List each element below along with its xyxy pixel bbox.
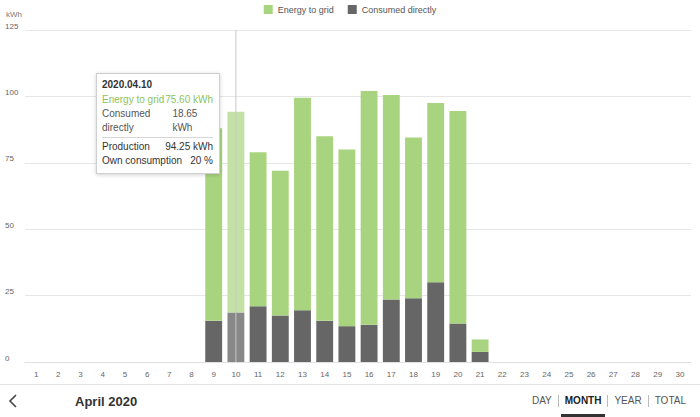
html-text:Energy to grid 75.60 kWh: Energy to grid 75.60 kWh <box>102 94 213 105</box>
svg-text:25: 25 <box>5 287 14 296</box>
html-text:April 2020: April 2020 <box>75 394 138 409</box>
html-text:DAY: DAY <box>532 395 552 406</box>
svg-text:19: 19 <box>431 370 440 379</box>
svg-text:kWh: kWh <box>6 10 22 19</box>
html-text:Production: Production <box>102 141 150 152</box>
svg-text:15: 15 <box>342 370 351 379</box>
svg-text:4: 4 <box>100 370 105 379</box>
svg-text:3: 3 <box>78 370 83 379</box>
html-text:Consumed directly: Consumed directly <box>102 108 151 133</box>
svg-text:8: 8 <box>189 370 194 379</box>
html-text:20 %: 20 % <box>190 155 213 166</box>
svg-text:27: 27 <box>609 370 618 379</box>
svg-text:125: 125 <box>5 22 19 31</box>
svg-text:2: 2 <box>56 370 61 379</box>
svg-text:17: 17 <box>387 370 396 379</box>
svg-text:100: 100 <box>5 88 19 97</box>
svg-text:Energy to grid: Energy to grid <box>278 5 334 15</box>
html-text:TOTAL: TOTAL <box>654 395 686 406</box>
svg-text:13: 13 <box>298 370 307 379</box>
html-text:94.25 kWh: 94.25 kWh <box>165 141 213 152</box>
html-text:YEAR: YEAR <box>614 395 642 406</box>
svg-text:30: 30 <box>675 370 684 379</box>
svg-text:9: 9 <box>211 370 216 379</box>
svg-text:28: 28 <box>631 370 640 379</box>
svg-text:18: 18 <box>409 370 418 379</box>
svg-text:26: 26 <box>587 370 596 379</box>
svg-text:50: 50 <box>5 221 14 230</box>
svg-text:22: 22 <box>498 370 507 379</box>
svg-text:25: 25 <box>564 370 573 379</box>
html-text:2020.04.10: 2020.04.10 <box>102 79 153 90</box>
html-text:MONTH: MONTH <box>564 395 602 406</box>
svg-text:20: 20 <box>453 370 462 379</box>
svg-text:Consumed directly: Consumed directly <box>362 5 437 15</box>
svg-text:75: 75 <box>5 154 14 163</box>
svg-text:21: 21 <box>476 370 485 379</box>
svg-text:23: 23 <box>520 370 529 379</box>
svg-text:14: 14 <box>320 370 329 379</box>
html-text:Own consumption: Own consumption <box>102 155 182 166</box>
svg-text:16: 16 <box>365 370 374 379</box>
svg-text:29: 29 <box>653 370 662 379</box>
svg-text:11: 11 <box>254 370 263 379</box>
html-text:18.65 kWh: 18.65 kWh <box>172 108 198 133</box>
svg-text:1: 1 <box>34 370 39 379</box>
svg-text:0: 0 <box>5 354 10 363</box>
svg-text:24: 24 <box>542 370 551 379</box>
svg-text:6: 6 <box>145 370 150 379</box>
svg-text:5: 5 <box>123 370 128 379</box>
svg-text:12: 12 <box>276 370 285 379</box>
svg-text:10: 10 <box>231 370 240 379</box>
svg-text:7: 7 <box>167 370 172 379</box>
